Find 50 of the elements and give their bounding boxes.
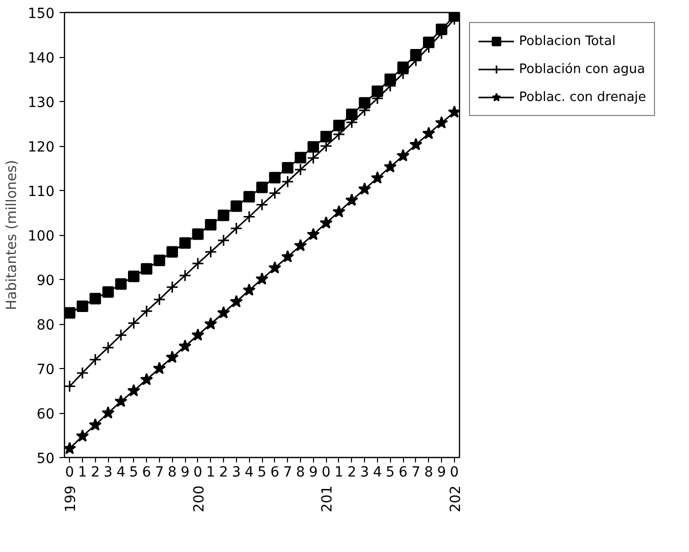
x-tick-label: 5 [386,464,395,480]
x-tick-label: 4 [116,464,126,480]
x-tick-label: 5 [129,464,138,480]
x-tick-label: 0 [65,464,74,480]
y-tick-label: 120 [28,140,55,156]
x-tick-label: 9 [437,464,446,480]
y-tick-label: 140 [28,50,55,66]
text: 202 [448,485,464,512]
legend-label: Población con agua [519,62,646,76]
x-tick-label: 9 [180,464,190,480]
y-tick-label: 110 [28,184,55,200]
x-tick-label: 7 [154,464,164,480]
y-tick-label: 90 [36,273,55,289]
y-axis-title: Habitantes (millones) [4,160,20,310]
y-tick-label: 50 [36,451,55,467]
x-tick-label: 1 [334,464,344,480]
x-tick-label: 0 [193,464,202,480]
text: 201 [320,485,336,512]
x-tick-label: 4 [244,464,254,480]
x-tick-label: 1 [78,464,87,480]
x-tick-label: 8 [168,464,177,480]
x-tick-label: 8 [424,464,434,480]
x-tick-label: 8 [296,464,305,480]
x-tick-label: 3 [360,464,370,480]
x-tick-label: 6 [398,464,408,480]
legend-label: Poblacion Total [519,34,616,48]
y-tick-label: 80 [36,318,55,334]
x-tick-label: 6 [270,464,280,480]
x-tick-label: 6 [142,464,152,480]
x-tick-label: 3 [104,464,113,480]
x-tick-label: 2 [347,464,356,480]
x-tick-label: 1 [206,464,216,480]
legend-label: Poblac. con drenaje [519,90,646,104]
text: 199 [63,485,80,512]
y-tick-label: 60 [36,406,55,422]
x-tick-label: 0 [450,464,459,480]
y-tick-label: 70 [36,362,55,378]
x-tick-label: 2 [90,464,100,480]
y-tick-label: 100 [28,228,55,244]
x-tick-label: 3 [232,464,241,480]
x-tick-label: 9 [308,464,318,480]
x-tick-label: 2 [219,464,228,480]
x-tick-label: 4 [372,464,382,480]
text: 200 [191,485,208,512]
y-tick-label: 150 [28,6,55,22]
x-tick-label: 7 [411,464,420,480]
x-tick-label: 5 [258,464,266,480]
x-tick-label: 7 [283,464,292,480]
x-tick-label: 0 [322,464,331,480]
y-tick-label: 130 [28,95,55,111]
